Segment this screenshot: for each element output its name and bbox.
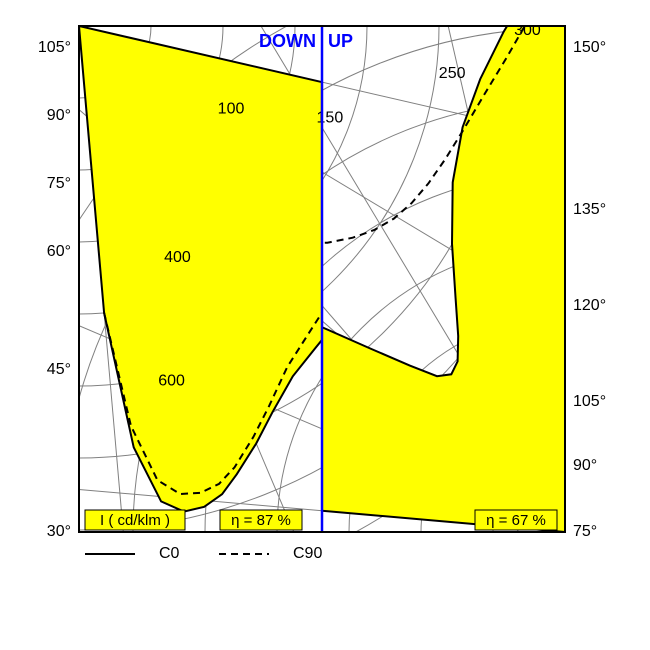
polar-photometry-chart: 400600100150250300DOWNUP105°90°75°60°45°… [0, 0, 650, 650]
right-ring-label: 100 [218, 100, 245, 117]
right-angle-label: 90° [573, 457, 597, 474]
legend-c0-label: C0 [159, 545, 180, 562]
right-angle-label: 120° [573, 297, 606, 314]
right-angle-label: 75° [573, 523, 597, 540]
left-angle-label: 45° [47, 361, 71, 378]
left-angle-label: 60° [47, 243, 71, 260]
left-angle-label: 90° [47, 107, 71, 124]
eta-down-text: η = 87 % [231, 512, 291, 529]
left-angle-label: 105° [38, 39, 71, 56]
left-angle-label: 30° [47, 523, 71, 540]
right-ring-label: 150 [317, 110, 344, 127]
legend-c90-label: C90 [293, 545, 322, 562]
right-ring-label: 250 [439, 65, 466, 82]
right-angle-label: 150° [573, 39, 606, 56]
units-text: I ( cd/klm ) [100, 512, 170, 529]
title-up: UP [328, 31, 353, 51]
left-angle-label: 75° [47, 175, 71, 192]
right-angle-label: 135° [573, 201, 606, 218]
eta-up-text: η = 67 % [486, 512, 546, 529]
left-ring-label: 600 [158, 373, 185, 390]
right-angle-label: 105° [573, 393, 606, 410]
title-down: DOWN [259, 31, 316, 51]
left-ring-label: 400 [164, 249, 191, 266]
